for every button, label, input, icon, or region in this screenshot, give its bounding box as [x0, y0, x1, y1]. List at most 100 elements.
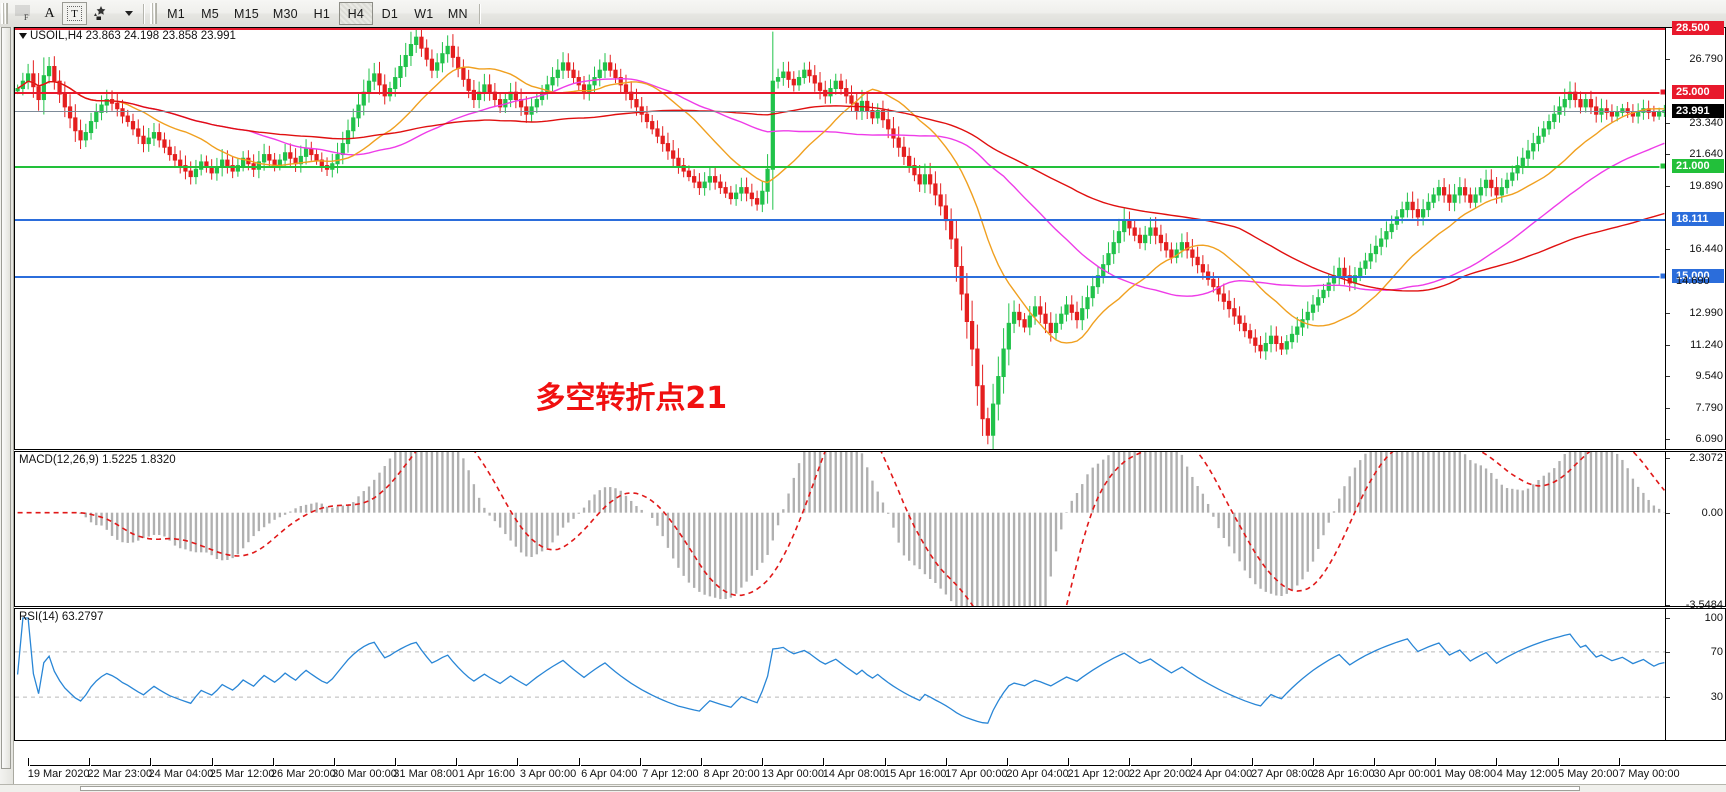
time-tick-mark [211, 758, 214, 766]
time-tick-label: 3 Apr 00:00 [519, 768, 577, 780]
price-scale[interactable]: 26.790 23.340 21.640 19.890 16.440 12.990 11.2… [1665, 21, 1725, 449]
period-h1[interactable]: H1 [313, 6, 331, 21]
rsi-plot[interactable] [15, 609, 1665, 740]
price-tick-mark [1666, 407, 1670, 409]
chart-frame: 26.790 23.340 21.640 19.890 16.440 12.990 11.2… [0, 21, 1726, 792]
price-tick-label: 11.240 [1690, 338, 1723, 351]
period-m1[interactable]: M1 [167, 6, 185, 21]
price-level-line[interactable] [15, 165, 1665, 168]
time-tick-mark [1068, 758, 1071, 766]
price-tick-label: 7.790 [1695, 401, 1723, 414]
period-m5[interactable]: M5 [201, 6, 219, 21]
time-tick-mark [1496, 758, 1499, 766]
period-m30[interactable]: M30 [272, 6, 298, 21]
price-tick-label: 21.640 [1689, 147, 1723, 160]
time-tick-mark [701, 758, 704, 766]
time-tick-label: 6 Apr 04:00 [581, 768, 638, 780]
time-tick-mark [1251, 758, 1254, 766]
rsi-series-svg [15, 617, 1665, 724]
text-label-icon[interactable]: A [44, 5, 55, 21]
time-tick-label: 30 Apr 00:00 [1373, 768, 1436, 780]
time-tick-label: 24 Mar 04:00 [148, 768, 214, 780]
time-tick-mark [150, 758, 153, 766]
symbol-label: USOIL,H4 23.863 24.198 23.858 23.991 [19, 30, 236, 42]
price-tick-label: 6.090 [1695, 433, 1723, 446]
time-tick-label: 13 Apr 00:00 [761, 768, 825, 780]
time-tick-mark [89, 758, 92, 766]
price-tick-mark [1666, 344, 1670, 346]
level-handle[interactable] [1659, 162, 1665, 170]
rsi-pane[interactable]: 100 70 30 RSI(14) 63.2797 [14, 608, 1726, 741]
horizontal-scrollbar-thumb[interactable] [80, 786, 1580, 791]
time-tick-label: 31 Mar 08:00 [393, 768, 459, 780]
time-tick-label: 1 Apr 16:00 [458, 768, 516, 780]
price-tick-label: 12.990 [1689, 306, 1723, 319]
level-handle[interactable] [1659, 272, 1665, 280]
time-tick-mark [1435, 758, 1438, 766]
time-tick-label: 26 Mar 20:00 [270, 768, 336, 780]
time-tick-mark [578, 758, 581, 766]
rsi-scale: 100 70 30 [1665, 609, 1725, 740]
macd-tick-mark [1666, 512, 1670, 514]
toolbar-divider-2 [478, 3, 481, 24]
price-level-line[interactable] [15, 92, 1665, 95]
price-level-line[interactable] [15, 110, 1665, 112]
vertical-scrollbar[interactable] [0, 27, 14, 792]
toolbar-divider [143, 3, 145, 24]
toolbar-grip-objects[interactable] [1, 3, 8, 24]
rsi-tick-mark [1666, 697, 1670, 699]
price-pane[interactable]: 26.790 23.340 21.640 19.890 16.440 12.990 11.2… [14, 21, 1726, 450]
price-tick-label: 19.890 [1689, 179, 1723, 192]
price-level-line[interactable] [15, 28, 1665, 30]
price-tick-mark [1666, 249, 1670, 251]
time-tick-mark [945, 758, 948, 766]
collapse-triangle-icon[interactable] [19, 32, 27, 39]
time-tick-label: 15 Apr 16:00 [883, 768, 947, 780]
crosshair-f-icon[interactable]: F [10, 2, 37, 25]
toolbar: F A T M1 M5 M15 M30 H1 H4 D1 W1 MN [0, 0, 1726, 28]
time-tick-mark [395, 758, 398, 766]
time-tick-label: 22 Apr 20:00 [1128, 768, 1192, 780]
price-tick-label: 9.540 [1695, 369, 1723, 382]
time-tick-mark [1557, 758, 1560, 766]
vertical-scrollbar-thumb[interactable] [1, 27, 11, 769]
time-tick-mark [1129, 758, 1132, 766]
price-tick-mark [1666, 185, 1670, 187]
time-tick-label: 14 Apr 08:00 [822, 768, 886, 780]
macd-plot[interactable] [15, 452, 1665, 606]
period-w1[interactable]: W1 [414, 6, 434, 21]
period-mn[interactable]: MN [447, 6, 468, 21]
macd-series-svg [17, 452, 1665, 606]
macd-tick-mark [1666, 605, 1670, 606]
price-tick-mark [1666, 312, 1670, 314]
period-d1[interactable]: D1 [381, 6, 399, 21]
time-tick-label: 7 Apr 12:00 [642, 768, 699, 780]
macd-pane[interactable]: 2.3072 0.00 -3.5484 MACD(12,26,9) 1.5225 1… [14, 451, 1726, 611]
macd-label: MACD(12,26,9) 1.5225 1.8320 [19, 454, 176, 466]
time-tick-mark [1312, 758, 1315, 766]
horizontal-scrollbar[interactable] [0, 784, 1726, 792]
objects-icon[interactable] [87, 2, 114, 25]
macd-tick-mark [1666, 458, 1670, 459]
rsi-tick-mark [1666, 651, 1670, 653]
time-tick-mark [456, 758, 459, 766]
price-plot[interactable] [15, 28, 1665, 449]
level-handle[interactable] [1659, 88, 1665, 96]
price-tag: 21.000 [1672, 158, 1724, 173]
time-tick-label: 27 Apr 08:00 [1251, 768, 1314, 780]
price-level-line[interactable] [15, 275, 1665, 278]
time-tick-label: 21 Apr 12:00 [1067, 768, 1130, 780]
period-m15[interactable]: M15 [234, 6, 259, 21]
price-level-line[interactable] [15, 218, 1665, 221]
period-h4[interactable]: H4 [338, 2, 373, 25]
text-box-icon[interactable]: T [62, 2, 87, 25]
time-tick-label: 19 Mar 2020 [27, 768, 90, 780]
time-axis[interactable]: 19 Mar 2020 22 Mar 23:00 24 Mar 04:00 25 Ma… [27, 758, 1726, 786]
toolbar-grip-periods[interactable] [150, 3, 157, 24]
chevron-down-icon[interactable] [114, 2, 139, 25]
time-tick-label: 17 Apr 00:00 [945, 768, 1008, 780]
price-tag: 23.991 [1672, 103, 1724, 118]
rsi-tick-label: 100 [1704, 612, 1723, 625]
price-tick-mark [1666, 375, 1670, 377]
